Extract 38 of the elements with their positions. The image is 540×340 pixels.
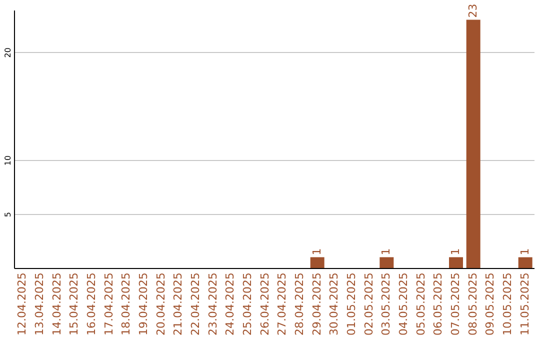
data-label: 1 <box>449 248 462 256</box>
x-tick-label: 24.04.2025 <box>224 272 237 336</box>
x-tick-label: 23.04.2025 <box>206 272 220 336</box>
x-tick-label: 10.05.2025 <box>501 272 514 336</box>
x-tick-label: 18.04.2025 <box>120 272 133 336</box>
x-tick-label: 03.05.2025 <box>380 272 393 336</box>
x-tick-label: 20.04.2025 <box>154 272 168 336</box>
x-tick-label: 16.04.2025 <box>85 272 98 336</box>
data-label: 1 <box>518 248 532 256</box>
y-tick-label: 20 <box>4 48 12 58</box>
x-tick-label: 05.05.2025 <box>414 272 428 336</box>
data-label: 1 <box>380 248 393 256</box>
x-tick-label: 22.04.2025 <box>189 272 202 336</box>
data-label: 23 <box>466 4 480 18</box>
y-tick-label: 5 <box>4 212 12 218</box>
x-tick-label: 04.05.2025 <box>397 272 410 336</box>
x-tick-label: 11.05.2025 <box>518 272 532 336</box>
x-tick-label: 28.04.2025 <box>293 272 306 336</box>
x-tick-label: 25.04.2025 <box>241 272 254 336</box>
x-tick-label: 29.04.2025 <box>310 272 324 336</box>
x-tick-label: 02.05.2025 <box>362 272 376 336</box>
x-tick-label: 21.04.2025 <box>172 272 185 336</box>
x-tick-label: 27.04.2025 <box>276 272 289 336</box>
x-tick-label: 19.04.2025 <box>137 272 150 336</box>
data-label: 1 <box>310 248 324 256</box>
x-tick-label: 26.04.2025 <box>258 272 272 336</box>
x-tick-label: 14.04.2025 <box>50 272 64 336</box>
x-tick-label: 09.05.2025 <box>484 272 497 336</box>
x-tick-label: 17.04.2025 <box>102 272 116 336</box>
x-tick-label: 15.04.2025 <box>68 272 81 336</box>
x-tick-label: 30.04.2025 <box>328 272 341 336</box>
x-tick-label: 08.05.2025 <box>466 272 480 336</box>
x-tick-label: 13.04.2025 <box>33 272 46 336</box>
x-tick-label: 07.05.2025 <box>449 272 462 336</box>
x-tick-label: 06.05.2025 <box>432 272 445 336</box>
x-tick-label: 01.05.2025 <box>345 272 358 336</box>
x-tick-label: 12.04.2025 <box>16 272 29 336</box>
y-tick-label: 10 <box>4 155 12 166</box>
